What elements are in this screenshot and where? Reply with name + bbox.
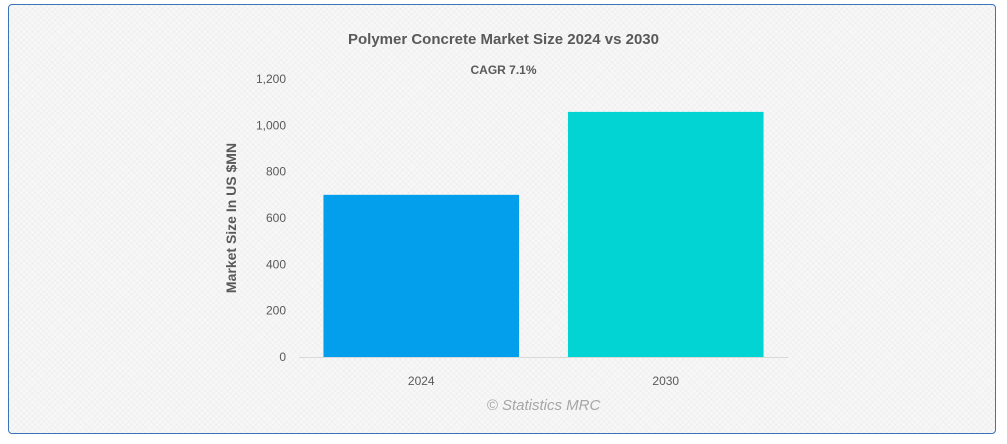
- y-tick-label: 400: [266, 257, 286, 271]
- x-tick-label: 2030: [652, 374, 679, 388]
- chart-title: Polymer Concrete Market Size 2024 vs 203…: [347, 31, 659, 48]
- y-tick-label: 600: [266, 211, 286, 225]
- y-tick-label: 200: [266, 304, 286, 318]
- chart-subtitle: CAGR 7.1%: [470, 63, 537, 77]
- y-tick-label: 0: [279, 350, 286, 364]
- bar-2024: [323, 194, 520, 357]
- watermark: © Statistics MRC: [486, 397, 601, 414]
- y-tick-label: 1,200: [256, 72, 286, 86]
- x-tick-label: 2024: [408, 374, 435, 388]
- y-tick-label: 1,000: [256, 118, 286, 132]
- y-tick-label: 800: [266, 165, 286, 179]
- bar-2030: [567, 111, 764, 357]
